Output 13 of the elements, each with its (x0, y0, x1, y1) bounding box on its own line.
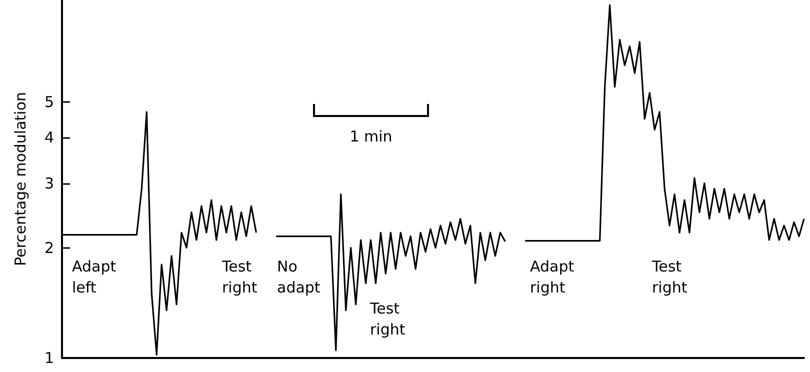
annotation: Test right (221, 258, 258, 296)
annotation: Test right (651, 258, 688, 296)
y-tick-label: 2 (44, 238, 54, 257)
y-tick-label: 3 (44, 174, 54, 192)
annotation: 1 min (350, 128, 392, 146)
y-tick-label: 1 (44, 349, 54, 367)
y-axis-title: Percentage modulation (12, 92, 30, 266)
y-tick-label: 4 (44, 128, 54, 147)
y-tick-label: 5 (44, 93, 54, 112)
annotation: Adapt left (72, 258, 116, 296)
annotation: Test right (369, 300, 406, 338)
annotation: No adapt (277, 258, 320, 296)
annotation: Adapt right (530, 258, 574, 296)
